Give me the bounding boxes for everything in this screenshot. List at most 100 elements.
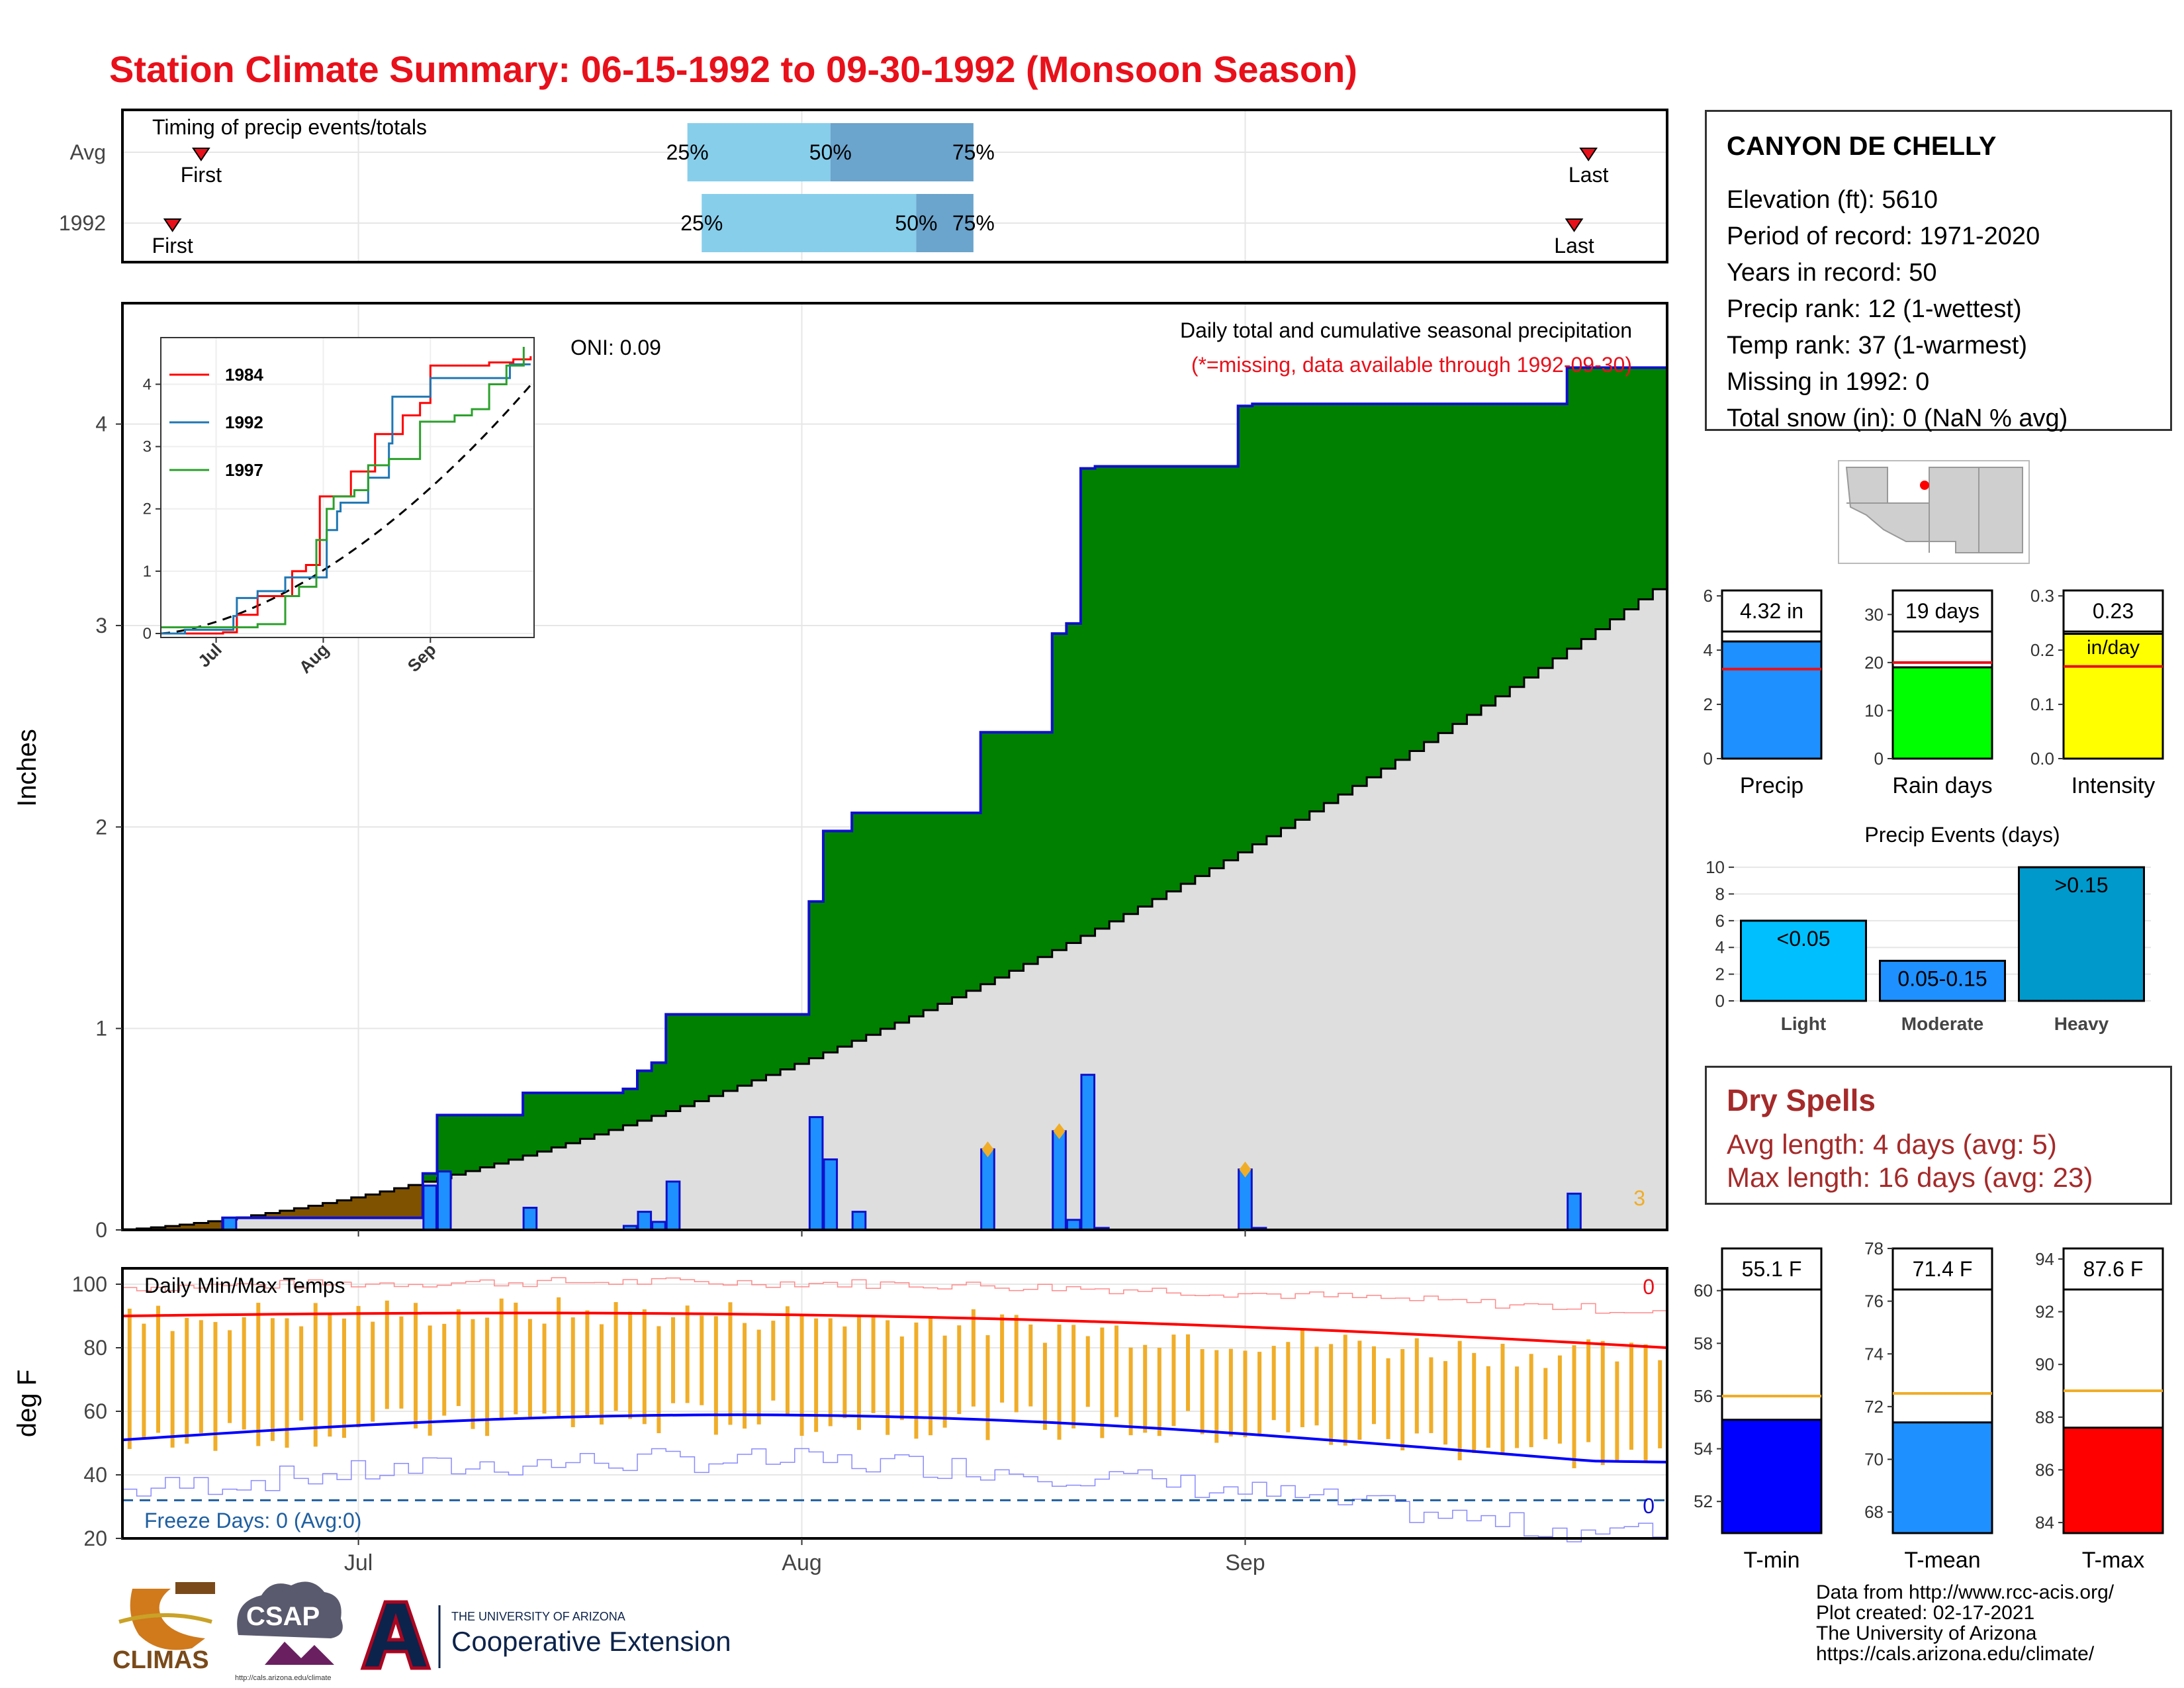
- inset-ytick-label: 3: [143, 438, 152, 456]
- gauge_intensity-value-label: 0.23: [2093, 599, 2134, 623]
- daily-temp-range-bar: [914, 1322, 919, 1439]
- daily-temp-range-bar: [1457, 1340, 1462, 1461]
- precip-subtitle: (*=missing, data available through 1992-…: [1191, 353, 1632, 377]
- above-average-slice: [809, 901, 824, 1058]
- daily-temp-range-bar: [1128, 1347, 1133, 1436]
- timing-label-q50: 50%: [895, 211, 937, 235]
- timing-label-q25: 25%: [666, 140, 709, 164]
- gauge_precip-value-box: [1721, 589, 1823, 633]
- above-average-slice: [1195, 466, 1210, 876]
- timing-row-avg-label: Avg: [69, 140, 106, 164]
- daily-temp-range-bar: [256, 1303, 261, 1446]
- above-average-slice: [1252, 404, 1267, 845]
- daily-temp-range-bar: [1500, 1344, 1505, 1454]
- daily-precip-bar: [422, 1184, 437, 1231]
- station-location-dot: [1920, 481, 1929, 490]
- below-average-slice: [165, 1226, 181, 1230]
- daily-temp-range-bar: [599, 1324, 604, 1425]
- precip-y-axis: 0 1 2 3 4: [95, 412, 122, 1242]
- temp-marks: [122, 1268, 1668, 1542]
- above-average-slice: [1095, 466, 1110, 929]
- temp-panel-frame: [121, 1267, 1668, 1540]
- daily-temp-range-bar: [514, 1302, 518, 1415]
- above-average-slice: [794, 1014, 809, 1064]
- precip-ytick-label: 2: [95, 815, 107, 839]
- precip-ylabel: Inches: [13, 729, 42, 807]
- climas-swoosh: [118, 1613, 212, 1624]
- timing-last-marker: [1579, 148, 1598, 162]
- gauge_intensity-ytick-label: 0.1: [2030, 694, 2054, 714]
- above-average-slice: [680, 1014, 696, 1107]
- gauge_tmin-ytick-label: 58: [1694, 1333, 1713, 1353]
- daily-temp-range-bar: [771, 1321, 776, 1401]
- temp-y-axis: 20 40 60 80 100: [72, 1272, 122, 1550]
- above-average-slice: [1424, 404, 1439, 742]
- daily-temp-range-bar: [871, 1317, 876, 1413]
- below-average-slice: [408, 1185, 424, 1218]
- above-average-slice: [966, 813, 981, 991]
- daily-temp-range-bar: [1100, 1327, 1105, 1438]
- gauge_raindays-ytick-label: 20: [1864, 653, 1884, 673]
- temp-ytick-label: 80: [83, 1336, 107, 1360]
- above-average-slice: [1181, 466, 1196, 884]
- avg-max-temp-line: [122, 1311, 1668, 1349]
- daily-temp-range-bar: [1443, 1361, 1448, 1445]
- events-ytick-label: 6: [1715, 911, 1725, 931]
- timing-bar-q50-q75: [916, 194, 974, 252]
- above-average-slice: [1395, 404, 1410, 760]
- above-average-slice: [866, 813, 881, 1035]
- events-ytick-label: 0: [1715, 991, 1725, 1011]
- below-average-slice: [279, 1211, 295, 1218]
- timing-first-marker: [163, 218, 182, 232]
- temp-ytick-label: 100: [72, 1272, 107, 1296]
- daily-precip-bar: [436, 1170, 452, 1231]
- events-bar-light: [1740, 919, 1867, 1002]
- inset-series-1992: [161, 363, 531, 635]
- timing-last-label: Last: [1554, 234, 1594, 258]
- climas-logo-text: CLIMAS: [113, 1646, 209, 1674]
- daily-temp-range-bar: [385, 1300, 389, 1409]
- daily-precip-bar: [823, 1158, 839, 1231]
- daily-temp-range-bar: [471, 1319, 475, 1429]
- daily-precip-bar: [665, 1180, 681, 1231]
- precip-ytick-label: 0: [95, 1218, 107, 1242]
- daily-precip-bar: [1567, 1192, 1582, 1231]
- daily-precip-bar: [808, 1116, 824, 1231]
- above-average-slice: [723, 1014, 738, 1091]
- above-average-slice: [565, 1093, 581, 1143]
- above-average-slice: [1066, 623, 1081, 943]
- events-bar-label-light: <0.05: [1777, 927, 1831, 951]
- above-average-slice: [751, 1014, 767, 1081]
- csap-url: http://cals.arizona.edu/climate: [235, 1674, 332, 1682]
- events-ytick-label: 4: [1715, 937, 1725, 957]
- daily-temp-range-bar: [1300, 1329, 1304, 1427]
- timing-bar-q50-q75: [830, 123, 974, 181]
- credits: Data from http://www.rcc-acis.org/ Plot …: [1816, 1582, 2114, 1664]
- events-category-heavy: Heavy: [2054, 1013, 2109, 1034]
- station-precip-rank: Precip rank: 12 (1-wettest): [1727, 295, 2022, 323]
- locator-map: [1838, 460, 2030, 564]
- above-average-slice: [995, 732, 1010, 978]
- climas-sun-shape: [130, 1589, 205, 1650]
- daily-temp-range-bar: [1629, 1342, 1633, 1450]
- gauge_raindays-value-box: [1891, 589, 1993, 633]
- above-average-slice: [1281, 404, 1296, 828]
- daily-temp-range-bar: [228, 1330, 232, 1423]
- daily-temp-range-bar: [1615, 1361, 1619, 1460]
- above-average-slice: [1309, 404, 1324, 812]
- daily-temp-range-bar: [127, 1308, 132, 1449]
- above-average-slice: [551, 1093, 567, 1148]
- timing-label-q50: 50%: [809, 140, 852, 164]
- above-average-slice: [1452, 404, 1468, 724]
- gauge_raindays-bar: [1891, 666, 1993, 760]
- below-average-slice: [351, 1197, 366, 1218]
- temp-cold-count: 0: [1643, 1494, 1655, 1518]
- daily-precip-bar: [1066, 1219, 1081, 1231]
- gauge_precip-ytick-label: 2: [1704, 694, 1713, 714]
- gauge_tmean-ytick-label: 68: [1864, 1502, 1884, 1522]
- station-info-box: CANYON DE CHELLY Elevation (ft): 5610 Pe…: [1705, 110, 2172, 432]
- gauge_tmax-ytick-label: 92: [2035, 1302, 2054, 1322]
- daily-temp-range-bar: [542, 1323, 547, 1414]
- timing-bar-q25-q50: [702, 194, 917, 252]
